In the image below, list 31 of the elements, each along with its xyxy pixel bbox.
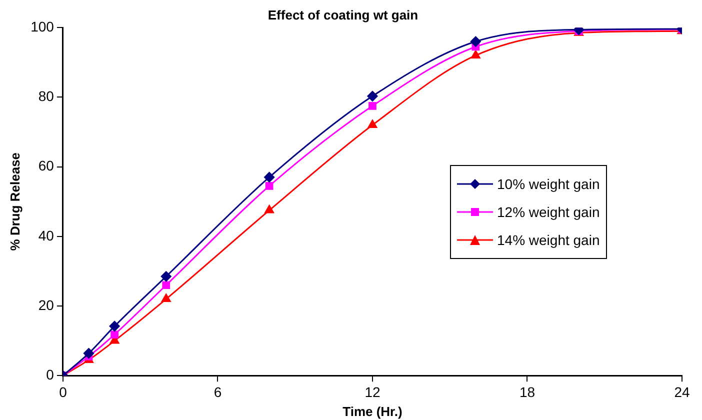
- point: [264, 172, 275, 182]
- x-tick-label: 18: [519, 384, 536, 400]
- point: [109, 320, 120, 332]
- point: [110, 330, 118, 338]
- legend-label: 10% weight gain: [497, 176, 600, 192]
- point: [84, 348, 94, 359]
- legend-label: 12% weight gain: [497, 204, 600, 220]
- point: [162, 281, 170, 290]
- point: [264, 205, 274, 214]
- point: [368, 102, 376, 110]
- x-axis-title: Time (Hr.): [342, 404, 402, 419]
- point: [367, 90, 378, 102]
- y-tick-label: 100: [30, 18, 54, 34]
- x-tick-label: 6: [214, 384, 222, 400]
- x-tick-label: 12: [364, 384, 380, 400]
- x-tick-label: 24: [674, 384, 690, 400]
- point: [470, 36, 481, 47]
- y-tick-label: 80: [38, 88, 54, 104]
- y-tick-label: 20: [38, 296, 54, 313]
- point: [160, 271, 172, 282]
- x-tick-label: 0: [59, 384, 68, 400]
- y-tick-label: 40: [38, 227, 54, 244]
- point: [161, 294, 171, 302]
- point: [265, 182, 274, 190]
- legend-label: 14% weight gain: [497, 232, 600, 248]
- y-tick-label: 60: [38, 158, 54, 174]
- point: [471, 50, 480, 58]
- y-axis-title: % Drug Release: [7, 152, 22, 251]
- point: [368, 120, 378, 128]
- chart-title: Effect of coating wt gain: [268, 7, 418, 22]
- y-tick-label: 0: [46, 366, 54, 382]
